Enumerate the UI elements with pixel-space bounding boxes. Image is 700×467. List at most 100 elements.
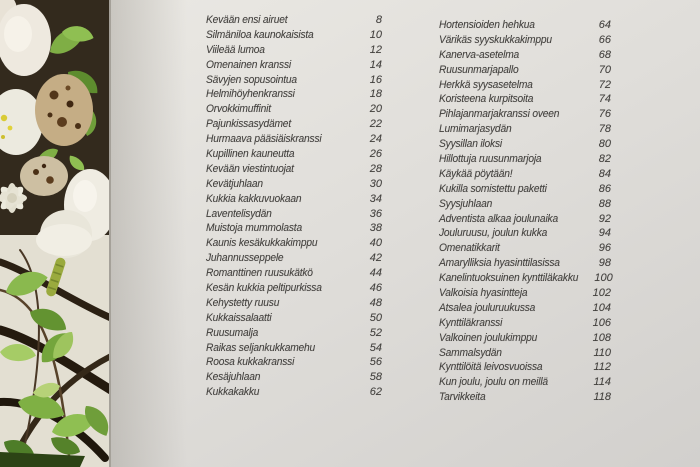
toc-row[interactable]: Kanelintuoksuinen kynttiläkakku 100 <box>439 271 613 286</box>
toc-row[interactable]: Tarvikkeita 118 <box>439 390 611 405</box>
toc-row[interactable]: Kesäjuhlaan 58 <box>206 370 382 385</box>
toc-row[interactable]: Hurmaava pääsiäiskranssi 24 <box>206 132 382 147</box>
toc-row[interactable]: Romanttinen ruusukätkö 44 <box>206 266 382 281</box>
toc-entry-title: Kesän kukkia peltipurkissa <box>206 282 322 295</box>
toc-entry-page-number: 16 <box>369 73 382 86</box>
toc-row[interactable]: Kukkakakku 62 <box>206 385 382 400</box>
toc-row[interactable]: Syysillan iloksi 80 <box>439 137 611 152</box>
toc-entry-title: Kesäjuhlaan <box>206 371 261 384</box>
toc-entry-page-number: 74 <box>598 93 611 106</box>
toc-entry-title: Kukilla somistettu paketti <box>439 182 547 195</box>
toc-row[interactable]: Adventista alkaa joulunaika 92 <box>439 212 611 227</box>
toc-entry-page-number: 34 <box>369 192 382 205</box>
toc-row[interactable]: Kevätjuhlaan 30 <box>206 177 382 192</box>
toc-row[interactable]: Koristeena kurpitsoita 74 <box>439 92 611 107</box>
toc-row[interactable]: Orvokkimuffinit 20 <box>206 102 382 117</box>
toc-entry-title: Kukkakakku <box>206 386 260 399</box>
toc-row[interactable]: Ruusumalja 52 <box>206 326 382 341</box>
toc-row[interactable]: Ruusunmarjapallo 70 <box>439 63 611 78</box>
toc-row[interactable]: Pajunkissasydämet 22 <box>206 117 382 132</box>
toc-entry-page-number: 18 <box>369 88 382 101</box>
toc-row[interactable]: Kesän kukkia peltipurkissa 46 <box>206 281 382 296</box>
catkin <box>46 257 66 297</box>
toc-row[interactable]: Kynttiläkranssi 106 <box>439 316 611 331</box>
toc-row[interactable]: Silmäniloa kaunokaisista 10 <box>206 28 382 43</box>
toc-row[interactable]: Kukkaissalaatti 50 <box>206 311 382 326</box>
toc-entry-page-number: 46 <box>369 282 382 295</box>
toc-row[interactable]: Sammalsydän 110 <box>439 346 611 361</box>
toc-entry-page-number: 118 <box>593 391 611 404</box>
toc-column-right: Hortensioiden hehkua 64 Värikäs syyskukk… <box>439 18 613 405</box>
toc-row[interactable]: Pihlajanmarjakranssi oveen 76 <box>439 107 611 122</box>
toc-row[interactable]: Raikas seljankukkamehu 54 <box>206 341 382 356</box>
toc-entry-page-number: 64 <box>598 19 611 31</box>
toc-entry-title: Hillottuja ruusunmarjoja <box>439 153 542 166</box>
toc-row[interactable]: Lumimarjasydän 78 <box>439 122 611 137</box>
toc-entry-page-number: 100 <box>594 272 613 285</box>
toc-entry-page-number: 50 <box>369 311 382 324</box>
toc-row[interactable]: Amarylliksia hyasinttilasissa 98 <box>439 256 611 271</box>
toc-entry-page-number: 84 <box>598 167 611 180</box>
toc-row[interactable]: Omenainen kranssi 14 <box>206 58 382 73</box>
toc-row[interactable]: Kukkia kakkuvuokaan 34 <box>206 192 382 207</box>
toc-entry-page-number: 62 <box>369 386 382 399</box>
toc-row[interactable]: Muistoja mummolasta 38 <box>206 221 382 236</box>
toc-row[interactable]: Kehystetty ruusu 48 <box>206 296 382 311</box>
toc-entry-title: Ruusumalja <box>206 326 259 339</box>
yellow-buds <box>0 114 13 139</box>
toc-entry-title: Atsalea jouluruukussa <box>439 301 536 314</box>
toc-row[interactable]: Kynttilöitä leivosvuoissa 112 <box>439 360 611 375</box>
toc-row[interactable]: Kevään ensi airuet 8 <box>206 13 382 28</box>
toc-entry-page-number: 8 <box>375 14 382 26</box>
toc-entry-page-number: 72 <box>598 78 611 91</box>
toc-entry-page-number: 10 <box>369 28 382 41</box>
toc-entry-title: Kevään viestintuojat <box>206 162 294 175</box>
toc-entry-title: Kupillinen kauneutta <box>206 148 295 161</box>
toc-entry-title: Valkoinen joulukimppu <box>439 331 538 344</box>
toc-row[interactable]: Kun joulu, joulu on meillä 114 <box>439 375 611 390</box>
toc-entry-page-number: 68 <box>598 48 611 61</box>
toc-entry-title: Herkkä syysasetelma <box>439 78 533 91</box>
toc-entry-title: Omenatikkarit <box>439 242 500 255</box>
toc-row[interactable]: Syysjuhlaan 88 <box>439 197 611 212</box>
toc-entry-page-number: 102 <box>592 287 611 300</box>
toc-entry-title: Valkoisia hyasintteja <box>439 287 528 300</box>
toc-row[interactable]: Kaunis kesäkukkakimppu 40 <box>206 236 382 251</box>
toc-row[interactable]: Käykää pöytään! 84 <box>439 167 611 182</box>
toc-row[interactable]: Helmihöyhenkranssi 18 <box>206 87 382 102</box>
toc-entry-page-number: 104 <box>592 301 611 314</box>
toc-entry-title: Juhannusseppele <box>206 252 284 265</box>
toc-entry-page-number: 98 <box>598 257 611 270</box>
toc-row[interactable]: Viileää lumoa 12 <box>206 43 382 58</box>
toc-row[interactable]: Valkoisia hyasintteja 102 <box>439 286 611 301</box>
toc-row[interactable]: Valkoinen joulukimppu 108 <box>439 331 611 346</box>
toc-row[interactable]: Kanerva-asetelma 68 <box>439 48 611 63</box>
page-seam <box>109 0 111 467</box>
toc-entry-title: Laventelisydän <box>206 207 272 220</box>
toc-row[interactable]: Hortensioiden hehkua 64 <box>439 18 611 33</box>
birch-leaves-bottom <box>0 267 111 467</box>
toc-row[interactable]: Atsalea jouluruukussa 104 <box>439 301 611 316</box>
toc-entry-page-number: 88 <box>598 197 611 210</box>
toc-entry-title: Kynttilöitä leivosvuoissa <box>439 361 543 374</box>
toc-entry-title: Kanerva-asetelma <box>439 48 520 61</box>
quail-eggs <box>20 74 93 196</box>
toc-row[interactable]: Laventelisydän 36 <box>206 207 382 222</box>
toc-entry-title: Romanttinen ruusukätkö <box>206 267 313 280</box>
toc-entry-page-number: 96 <box>598 242 611 255</box>
toc-row[interactable]: Jouluruusu, joulun kukka 94 <box>439 226 611 241</box>
toc-row[interactable]: Kevään viestintuojat 28 <box>206 162 382 177</box>
toc-row[interactable]: Sävyjen sopusointua 16 <box>206 73 382 88</box>
toc-column-left: Kevään ensi airuet 8 Silmäniloa kaunokai… <box>206 13 382 400</box>
toc-row[interactable]: Juhannusseppele 42 <box>206 251 382 266</box>
toc-row[interactable]: Hillottuja ruusunmarjoja 82 <box>439 152 611 167</box>
toc-row[interactable]: Herkkä syysasetelma 72 <box>439 78 611 93</box>
toc-row[interactable]: Kukilla somistettu paketti 86 <box>439 182 611 197</box>
toc-row[interactable]: Omenatikkarit 96 <box>439 241 611 256</box>
toc-row[interactable]: Värikäs syyskukkakimppu 66 <box>439 33 611 48</box>
toc-entry-page-number: 26 <box>369 148 382 161</box>
toc-row[interactable]: Kupillinen kauneutta 26 <box>206 147 382 162</box>
toc-entry-page-number: 92 <box>598 212 611 225</box>
toc-row[interactable]: Roosa kukkakranssi 56 <box>206 355 382 370</box>
